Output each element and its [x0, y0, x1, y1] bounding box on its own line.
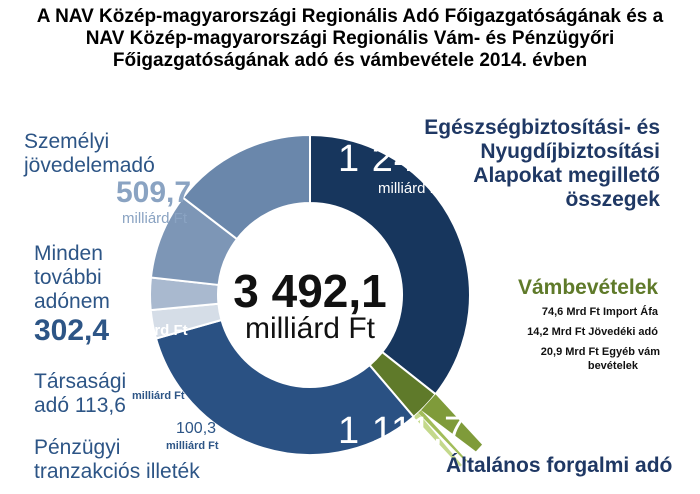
unit-vam: milliárd Ft	[476, 318, 524, 330]
slice-afa	[154, 318, 416, 456]
vam-sub-slice-1	[421, 394, 483, 452]
vam-item-egyeb-line1: 20,9 Mrd Ft Egyéb vám	[540, 346, 660, 358]
label-penzugyi: Pénzügyi tranzakciós illeték	[34, 436, 200, 483]
vam-sub-slice-3	[413, 412, 462, 467]
value-egeszseg: 1 244,7	[338, 138, 472, 180]
label-afa: Általános forgalmi adó	[446, 454, 673, 477]
unit-egeszseg: milliárd Ft	[378, 180, 444, 197]
center-total-value: 3 492,1	[233, 265, 387, 317]
vam-item-import-afa: 74,6 Mrd Ft Import Áfa	[541, 306, 658, 318]
label-szemelyi: Személyi jövedelemadó	[24, 130, 155, 177]
vam-sub-slice-2	[418, 410, 467, 462]
label-vam: Vámbevételek	[518, 276, 659, 299]
value-szemelyi: 509,7	[116, 176, 192, 209]
value-penzugyi: 100,3	[176, 420, 217, 437]
chart-title: A NAV Közép-magyarországi Regionális Adó…	[0, 6, 700, 72]
center-total-unit: milliárd Ft	[244, 312, 375, 345]
unit-penzugyi: milliárd Ft	[166, 440, 219, 452]
slice-szemelyi	[181, 133, 311, 241]
unit-tarsasagi: milliárd Ft	[132, 390, 185, 402]
value-tarsasagi: 113,6	[74, 394, 126, 417]
vam-item-jovedeki: 14,2 Mrd Ft Jövedéki adó	[527, 326, 658, 338]
label-egyeb: Minden további adónem	[34, 242, 110, 313]
vam-item-egyeb-line2: bevételek	[587, 360, 638, 372]
label-egeszseg: Egészségbiztosítási- és Nyugdíjbiztosítá…	[424, 116, 660, 211]
label-tarsasagi: Társasági	[34, 370, 127, 393]
label-tarsasagi-line2: adó 113,6	[34, 394, 126, 417]
value-afa: 1 111,7	[338, 410, 467, 452]
slice-egeszseg	[309, 133, 471, 396]
unit-egyeb: milliárd Ft	[116, 322, 188, 339]
unit-szemelyi: milliárd Ft	[122, 210, 188, 227]
value-egyeb: 302,4	[34, 314, 110, 347]
value-vam: 109,7	[484, 300, 522, 317]
title-line-3: Főigazgatóságának adó és vámbevétele 201…	[112, 50, 588, 71]
title-line-1: A NAV Közép-magyarországi Regionális Adó…	[36, 6, 664, 27]
title-line-2: NAV Közép-magyarországi Regionális Vám- …	[85, 28, 615, 49]
unit-afa: milliárd Ft	[338, 456, 404, 473]
